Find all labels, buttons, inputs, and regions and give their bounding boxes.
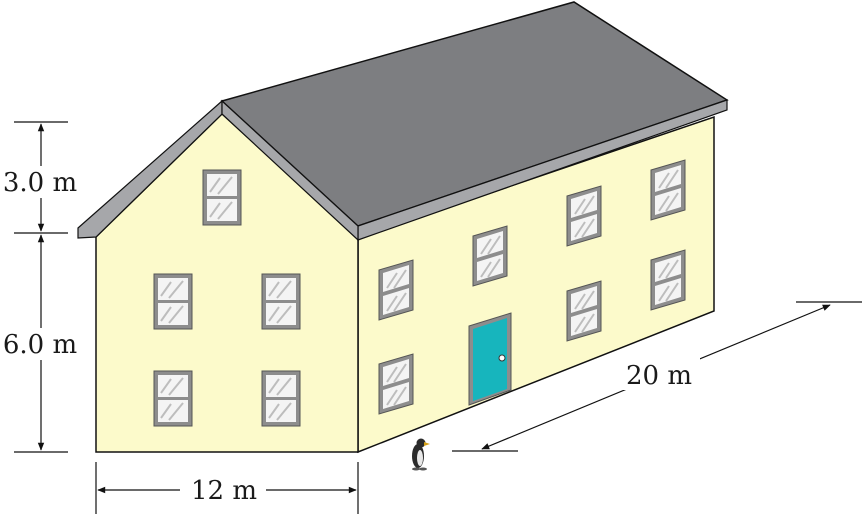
window-front-upper-right (261, 273, 301, 330)
window-front-lower-left (153, 370, 193, 427)
window-side-1 (378, 259, 414, 321)
length-label: 20 m (626, 361, 692, 391)
width-label-bg (180, 474, 266, 506)
door (468, 312, 512, 406)
roof-height-label-bg (0, 166, 80, 198)
window-side-3 (472, 225, 508, 287)
width-label: 12 m (191, 476, 257, 506)
window-side-5 (566, 280, 602, 342)
roof-height-label: 3.0 m (3, 168, 77, 198)
window-side-7 (650, 249, 686, 311)
window-side-2 (378, 353, 414, 415)
roof-gable-edge-left (77, 99, 223, 239)
window-side-4 (566, 185, 602, 247)
window-side-6 (650, 159, 686, 221)
roof-gable-edge-right (221, 99, 359, 242)
wall-height-label: 6.0 m (3, 330, 77, 360)
wall-height-label-bg (0, 328, 80, 360)
window-front-upper-left (153, 273, 193, 330)
window-front-lower-right (261, 370, 301, 427)
window-front-attic (202, 169, 242, 226)
penguin-icon (412, 438, 430, 471)
length-label-bg (618, 358, 700, 390)
